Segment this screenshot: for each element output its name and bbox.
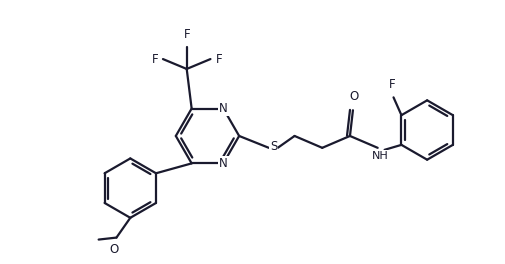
Text: F: F (215, 53, 222, 65)
Text: F: F (388, 78, 395, 91)
Text: F: F (183, 28, 190, 41)
Text: O: O (110, 243, 119, 256)
Text: N: N (219, 157, 227, 170)
Text: O: O (348, 90, 358, 103)
Text: NH: NH (372, 151, 388, 161)
Text: S: S (270, 140, 277, 153)
Text: F: F (151, 53, 158, 65)
Text: N: N (219, 102, 227, 115)
